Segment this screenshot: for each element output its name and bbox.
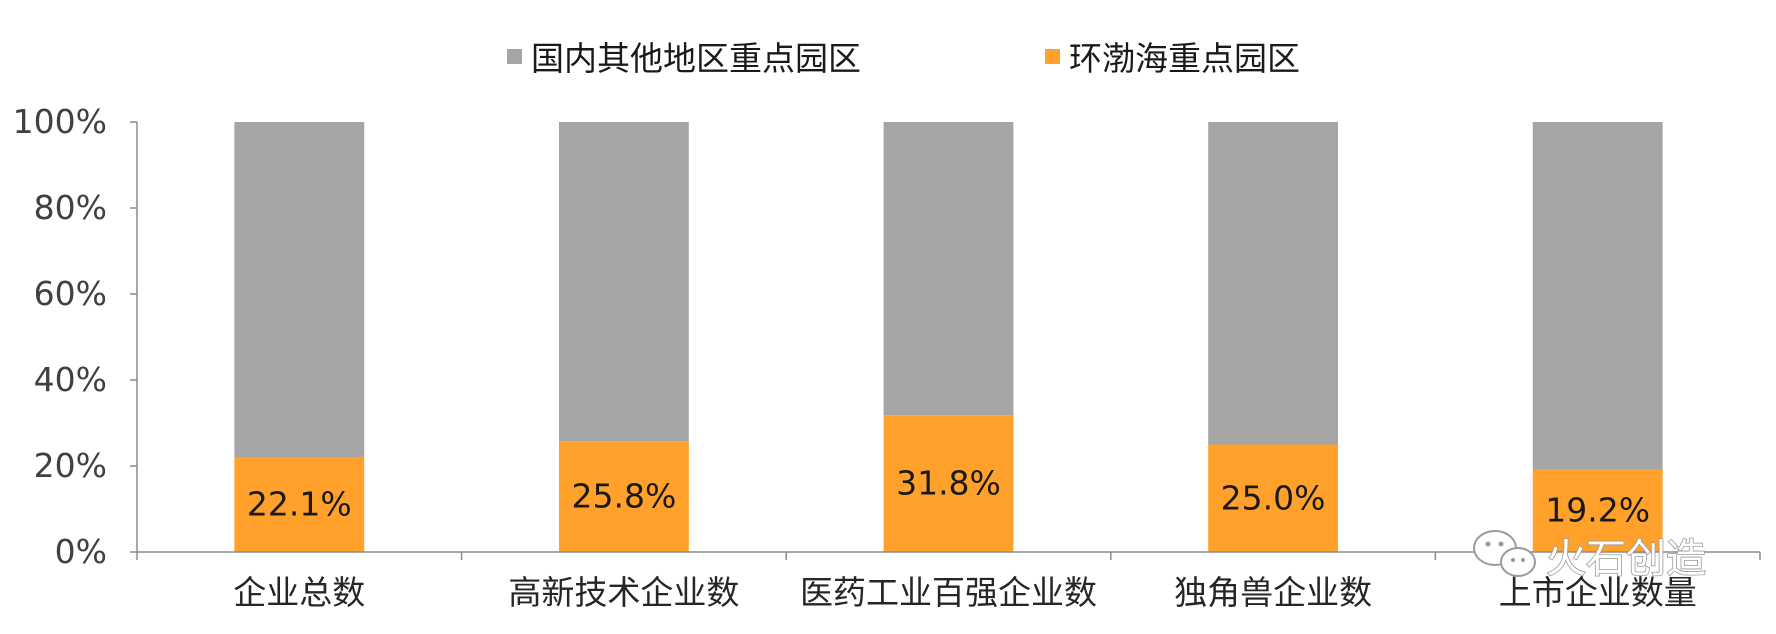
x-category-label: 上市企业数量 (1499, 573, 1697, 612)
bar-bohai-rim (1208, 444, 1339, 552)
bar-other-regions (1532, 122, 1663, 470)
x-category-label: 独角兽企业数 (1174, 573, 1372, 612)
bar-other-regions (558, 122, 689, 442)
bars: 22.1% 25.8% 31.8% 25.0% 19.2% (234, 122, 1663, 552)
bar-bohai-rim (234, 456, 365, 552)
x-category-label: 高新技术企业数 (508, 573, 739, 612)
y-tick-label: 80% (34, 188, 107, 227)
y-tick-label: 40% (34, 360, 107, 399)
watermark-text: 火石创造 (1546, 536, 1706, 582)
legend-swatch-bohai-rim (1045, 49, 1060, 64)
data-label: 25.0% (1221, 478, 1326, 517)
data-label: 25.8% (571, 477, 676, 516)
y-tick-label: 0% (55, 532, 107, 571)
bar-bohai-rim (1532, 469, 1663, 552)
watermark: 火石创造 (1473, 530, 1707, 583)
bar-other-regions (1208, 122, 1339, 445)
bar-other-regions (883, 122, 1014, 416)
legend-label-bohai-rim: 环渤海重点园区 (1069, 39, 1300, 78)
data-label: 19.2% (1545, 491, 1650, 530)
y-axis: 0% 20% 40% 60% 80% 100% (13, 102, 138, 571)
bar-bohai-rim (558, 441, 689, 552)
bar-bohai-rim (883, 415, 1014, 552)
y-tick-label: 60% (34, 274, 107, 313)
legend-swatch-other-regions (507, 49, 522, 64)
data-label: 31.8% (896, 464, 1001, 503)
y-tick-label: 20% (34, 446, 107, 485)
legend-label-other-regions: 国内其他地区重点园区 (531, 39, 861, 78)
x-category-label: 医药工业百强企业数 (800, 573, 1097, 612)
wechat-icon (1473, 530, 1536, 577)
bar-other-regions (234, 122, 365, 457)
x-category-label: 企业总数 (233, 573, 365, 612)
data-label: 22.1% (247, 484, 352, 523)
legend: 国内其他地区重点园区 环渤海重点园区 (507, 39, 1300, 78)
y-tick-label: 100% (13, 102, 107, 141)
